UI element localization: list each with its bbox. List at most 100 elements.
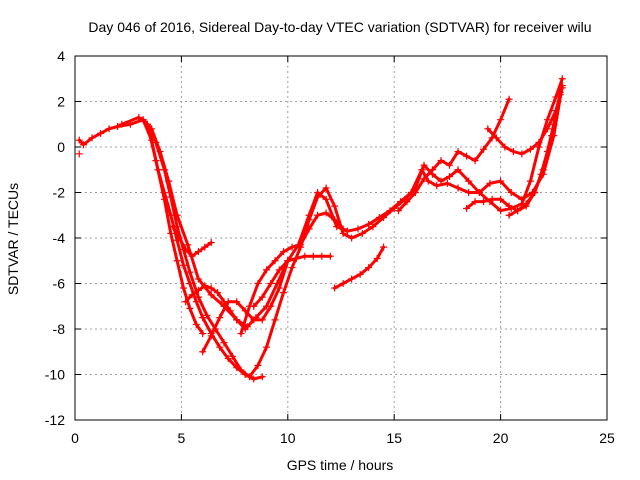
x-tick-label: 10	[280, 430, 296, 446]
data-point-marker	[284, 257, 292, 265]
x-tick-label: 0	[71, 430, 79, 446]
data-point-marker	[271, 316, 279, 324]
data-point-marker	[314, 193, 322, 201]
data-point-marker	[203, 311, 211, 319]
data-point-marker	[509, 148, 517, 156]
data-point-marker	[339, 225, 347, 233]
data-point-marker	[288, 264, 296, 272]
data-point-marker	[199, 348, 207, 356]
data-point-marker	[514, 207, 522, 215]
data-point-marker	[184, 241, 192, 249]
data-point-marker	[507, 189, 515, 196]
data-point-marker	[480, 198, 488, 206]
data-point-marker	[305, 216, 313, 224]
data-point-marker	[216, 343, 224, 351]
data-point-marker	[258, 316, 266, 324]
y-tick-label: -10	[45, 367, 65, 383]
data-point-marker	[194, 275, 202, 283]
series-trace	[507, 90, 562, 217]
data-series	[143, 120, 207, 338]
data-point-marker	[339, 280, 347, 287]
data-point-marker	[254, 361, 262, 369]
data-point-marker	[258, 293, 266, 301]
data-point-marker	[373, 254, 381, 262]
data-point-marker	[105, 125, 113, 133]
data-point-marker	[233, 298, 241, 306]
data-point-marker	[475, 189, 483, 196]
data-point-marker	[160, 195, 168, 203]
data-point-marker	[207, 284, 215, 292]
data-point-marker	[199, 314, 207, 322]
data-point-marker	[201, 243, 209, 251]
data-point-marker	[180, 284, 188, 292]
data-point-marker	[224, 298, 232, 306]
data-point-marker	[526, 145, 534, 153]
series-trace	[486, 86, 564, 156]
data-point-marker	[505, 211, 513, 219]
data-point-marker	[182, 245, 190, 253]
data-point-marker	[454, 166, 462, 174]
data-point-marker	[207, 332, 215, 340]
data-point-marker	[390, 204, 398, 212]
data-point-marker	[492, 134, 500, 142]
data-point-marker	[224, 355, 232, 363]
data-point-marker	[454, 184, 462, 192]
data-point-marker	[267, 280, 275, 287]
data-point-marker	[192, 298, 200, 306]
data-point-marker	[505, 95, 513, 103]
x-tick-label: 25	[599, 430, 615, 446]
series-trace	[397, 97, 511, 213]
data-point-marker	[118, 120, 126, 128]
data-point-marker	[497, 195, 505, 203]
data-point-marker	[488, 195, 496, 203]
data-point-marker	[369, 223, 377, 231]
data-point-marker	[201, 282, 209, 290]
data-series	[484, 84, 566, 158]
data-point-marker	[271, 257, 279, 265]
data-point-marker	[331, 202, 339, 210]
data-point-marker	[365, 220, 373, 228]
data-point-marker	[556, 88, 564, 96]
data-point-marker	[465, 177, 473, 185]
data-series	[250, 252, 334, 310]
data-series	[505, 88, 564, 219]
data-point-marker	[194, 286, 202, 294]
data-point-marker	[380, 214, 388, 222]
data-point-marker	[207, 291, 215, 299]
data-point-marker	[380, 243, 388, 251]
data-series	[394, 95, 513, 215]
data-point-marker	[356, 270, 364, 278]
y-tick-label: -6	[53, 276, 66, 292]
data-point-marker	[173, 257, 181, 265]
series-trace	[77, 84, 564, 329]
data-point-marker	[305, 225, 313, 233]
data-point-marker	[75, 136, 83, 144]
data-point-marker	[97, 129, 105, 137]
data-point-marker	[446, 161, 454, 169]
data-point-marker	[216, 314, 224, 322]
plot-area	[75, 75, 566, 383]
data-point-marker	[558, 84, 566, 92]
data-series	[199, 257, 292, 356]
data-point-marker	[326, 252, 334, 260]
data-point-marker	[343, 227, 351, 235]
data-series	[169, 223, 215, 260]
data-point-marker	[88, 134, 96, 142]
data-point-marker	[228, 352, 236, 360]
data-point-marker	[263, 266, 271, 274]
data-point-marker	[443, 179, 451, 187]
data-point-marker	[437, 157, 445, 165]
data-point-marker	[322, 209, 330, 217]
y-axis-title: SDTVAR / TECUs	[5, 183, 21, 295]
data-point-marker	[188, 252, 196, 260]
chart-title: Day 046 of 2016, Sidereal Day-to-day VTE…	[88, 19, 591, 35]
data-point-marker	[258, 373, 266, 381]
y-tick-label: -8	[53, 321, 66, 337]
data-point-marker	[531, 189, 539, 196]
y-tick-label: 4	[57, 48, 65, 64]
data-series	[182, 282, 249, 333]
data-point-marker	[263, 343, 271, 351]
x-tick-label: 15	[386, 430, 402, 446]
data-point-marker	[254, 280, 262, 287]
